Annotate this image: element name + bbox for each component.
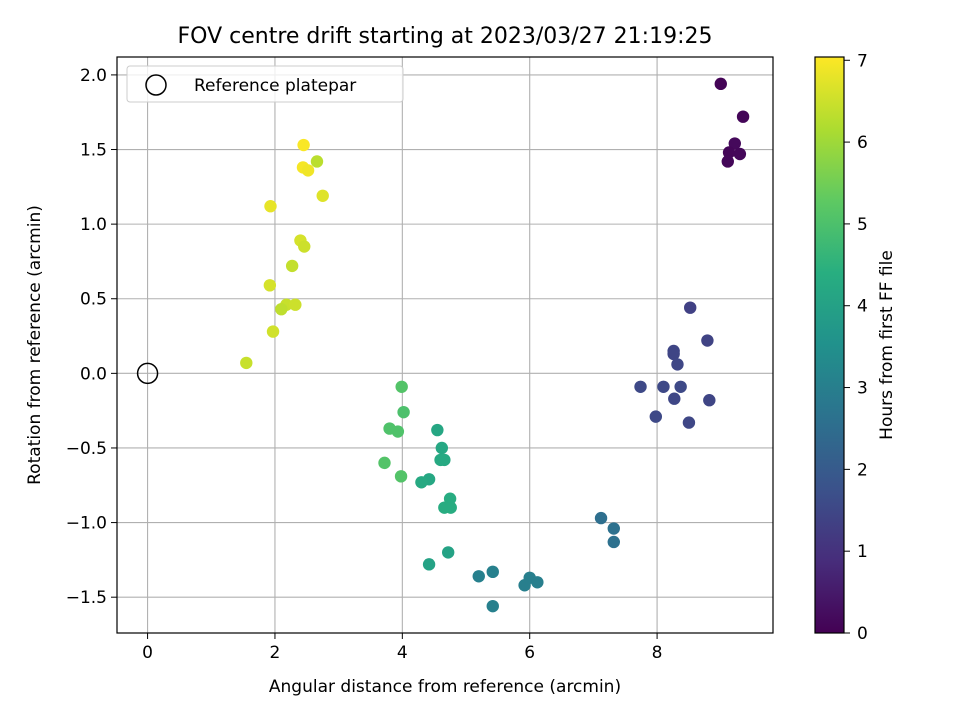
legend-box (126, 65, 404, 103)
data-point (682, 416, 696, 429)
data-point (714, 77, 727, 91)
colorbar-tick-label: 7 (857, 51, 868, 71)
data-point (728, 137, 741, 150)
data-point (316, 189, 329, 202)
data-point (415, 476, 428, 489)
y-tick-label: 1.0 (80, 215, 107, 235)
data-point (441, 546, 455, 559)
data-point (518, 579, 531, 592)
x-tick-label: 2 (270, 643, 281, 663)
y-tick-label: 1.5 (80, 141, 107, 161)
chart-title: FOV centre drift starting at 2023/03/27 … (178, 24, 713, 49)
data-point (667, 347, 680, 361)
data-point (721, 155, 734, 168)
legend: Reference platepar (126, 65, 404, 103)
data-point (285, 259, 299, 273)
colorbar-tick-label: 0 (857, 624, 868, 644)
colorbar-tick-label: 6 (857, 133, 868, 153)
data-point (486, 599, 499, 613)
y-axis-ticks: −1.5 −1.0 −0.5 0.0 0.5 1.0 1.5 2.0 (66, 66, 117, 608)
data-point (275, 302, 288, 316)
colorbar-label: Hours from first FF file (877, 250, 897, 440)
data-point (443, 492, 457, 505)
data-point (431, 423, 444, 437)
colorbar-tick-label: 2 (857, 460, 868, 480)
reference-platepar-marker (136, 362, 159, 385)
x-tick-label: 4 (397, 643, 408, 663)
data-point (263, 279, 277, 292)
legend-entry-reference-platepar: Reference platepar (194, 76, 356, 96)
data-point (438, 453, 451, 467)
colorbar-gradient (814, 56, 845, 634)
data-point (594, 511, 608, 525)
data-point (671, 358, 684, 371)
data-point (684, 301, 697, 314)
y-tick-label: 0.5 (80, 290, 107, 310)
x-tick-label: 0 (142, 643, 153, 663)
data-point (394, 470, 408, 483)
y-tick-label: 2.0 (80, 66, 107, 86)
colorbar-tick-label: 3 (857, 379, 868, 399)
x-axis-label: Angular distance from reference (arcmin) (269, 677, 621, 697)
data-point (703, 394, 716, 407)
data-point (634, 380, 647, 393)
data-point (422, 558, 436, 571)
legend-marker-icon (145, 74, 167, 96)
y-tick-label: −1.5 (66, 588, 107, 608)
data-point (378, 456, 391, 470)
data-point (531, 576, 544, 589)
y-tick-label: −0.5 (66, 439, 107, 459)
colorbar-tick-label: 1 (857, 542, 868, 562)
data-point (607, 535, 620, 549)
y-tick-label: −1.0 (66, 514, 107, 534)
data-point (472, 570, 485, 583)
data-point (736, 110, 750, 123)
grid-lines (117, 57, 773, 633)
data-point (289, 298, 302, 311)
data-point (607, 522, 620, 535)
data-point (674, 380, 687, 393)
data-point (310, 155, 324, 168)
data-point (240, 356, 253, 370)
data-point (264, 200, 277, 213)
data-point (391, 425, 405, 438)
x-tick-label: 6 (524, 643, 535, 663)
data-point (297, 138, 310, 152)
y-tick-label: 0.0 (80, 364, 107, 384)
data-point (668, 392, 681, 405)
data-points (240, 77, 750, 613)
x-axis-ticks: 0 2 4 6 8 (142, 633, 662, 663)
data-point (701, 334, 714, 347)
data-point (395, 380, 408, 393)
colorbar-tick-label: 4 (857, 297, 868, 317)
data-point (301, 164, 315, 177)
data-point (435, 441, 449, 455)
data-point (733, 147, 747, 161)
data-point (298, 240, 311, 253)
data-point (266, 325, 280, 338)
data-point (397, 405, 410, 419)
plot-frame (116, 56, 774, 634)
y-axis-label: Rotation from reference (arcmin) (25, 205, 45, 485)
data-point (444, 501, 457, 514)
data-point (649, 410, 663, 423)
colorbar: 0 1 2 3 4 5 6 7 Hours from first FF file (814, 51, 897, 644)
x-tick-label: 8 (652, 643, 663, 663)
colorbar-tick-label: 5 (857, 215, 868, 235)
data-point (486, 565, 499, 579)
data-point (657, 380, 670, 393)
colorbar-ticks: 0 1 2 3 4 5 6 7 (844, 51, 868, 644)
